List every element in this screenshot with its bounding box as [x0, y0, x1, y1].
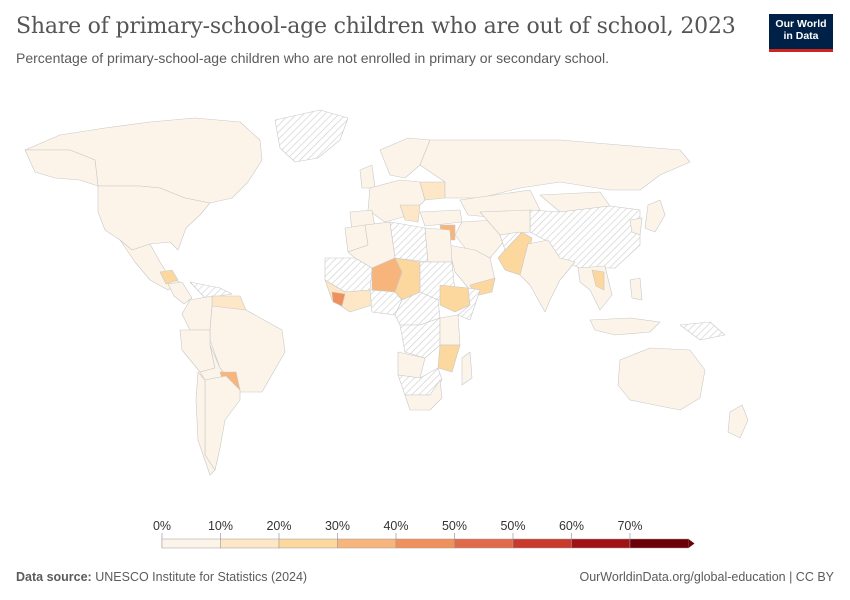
data-source: Data source: UNESCO Institute for Statis…: [16, 570, 307, 584]
legend-bin-7[interactable]: [571, 538, 631, 549]
country-australia[interactable]: [617, 347, 706, 411]
country-somalia[interactable]: [457, 287, 481, 321]
legend-tick-label-2: 20%: [266, 519, 291, 533]
chart-title: Share of primary-school-age children who…: [16, 14, 736, 39]
legend-bin-6[interactable]: [512, 538, 572, 549]
legend-tick-label-7: 60%: [559, 519, 584, 533]
legend-bin-1[interactable]: [220, 538, 280, 549]
country-guatemala[interactable]: [159, 269, 179, 285]
country-ethiopia[interactable]: [439, 284, 471, 313]
country-thailand[interactable]: [591, 269, 605, 291]
legend-tick-labels: 0% 10% 20% 30% 40% 50% 50% 60% 70%: [153, 519, 643, 548]
source-url[interactable]: OurWorldinData.org/global-education | CC…: [579, 570, 834, 584]
legend-tick-label-6: 50%: [500, 519, 525, 533]
legend-bin-3[interactable]: [337, 538, 397, 549]
country-turkey[interactable]: [419, 209, 463, 227]
legend-tick-label-4: 40%: [383, 519, 408, 533]
legend-bin-2[interactable]: [278, 538, 338, 549]
country-new-zealand[interactable]: [727, 404, 749, 439]
legend-tick-label-0: 0%: [153, 519, 171, 533]
country-guinea-sierra-leone[interactable]: [331, 291, 346, 307]
country-balkans[interactable]: [399, 204, 421, 223]
country-chile[interactable]: [195, 371, 216, 476]
country-russia[interactable]: [419, 139, 691, 199]
legend-bin-0[interactable]: [161, 538, 221, 549]
country-indonesia[interactable]: [589, 317, 661, 336]
world-map[interactable]: [0, 95, 850, 495]
country-central-america[interactable]: [167, 281, 193, 305]
country-mozambique-malawi[interactable]: [437, 344, 461, 373]
legend-tick-label-3: 30%: [325, 519, 350, 533]
country-india[interactable]: [519, 239, 576, 313]
legend-bin-4[interactable]: [395, 538, 455, 549]
logo-line-2: in Data: [783, 30, 819, 42]
country-madagascar[interactable]: [461, 351, 473, 386]
legend-tick-label-5: 50%: [442, 519, 467, 533]
country-philippines[interactable]: [629, 277, 643, 301]
country-korea[interactable]: [629, 217, 643, 236]
country-saudi-arabia[interactable]: [447, 244, 496, 291]
country-japan[interactable]: [644, 199, 666, 233]
country-greenland[interactable]: [274, 109, 349, 163]
chart-subtitle: Percentage of primary-school-age childre…: [16, 50, 609, 66]
country-libya[interactable]: [389, 221, 429, 263]
country-papua-new-guinea[interactable]: [679, 321, 726, 341]
country-central-asia[interactable]: [479, 209, 531, 236]
data-source-label: Data source:: [16, 570, 92, 584]
country-china[interactable]: [529, 205, 641, 269]
country-egypt[interactable]: [424, 227, 453, 263]
data-source-text: UNESCO Institute for Statistics (2024): [95, 570, 308, 584]
logo-line-1: Our World: [775, 18, 827, 30]
legend-bin-8[interactable]: [629, 538, 689, 549]
color-legend: 0% 10% 20% 30% 40% 50% 50% 60% 70%: [153, 519, 695, 549]
country-caribbean[interactable]: [189, 281, 233, 299]
country-south-africa[interactable]: [404, 379, 443, 411]
country-alaska[interactable]: [24, 149, 99, 187]
legend-color-bins: [161, 538, 695, 549]
country-uk[interactable]: [359, 164, 376, 189]
country-peru[interactable]: [179, 329, 216, 373]
legend-open-end-arrow: [688, 539, 695, 548]
country-usa[interactable]: [97, 185, 211, 251]
owid-logo[interactable]: Our World in Data: [769, 14, 833, 52]
country-argentina[interactable]: [204, 375, 241, 471]
legend-bin-5[interactable]: [454, 538, 514, 549]
country-kenya-tanzania[interactable]: [439, 314, 461, 346]
legend-tick-label-1: 10%: [208, 519, 233, 533]
legend-tick-label-8: 70%: [617, 519, 642, 533]
